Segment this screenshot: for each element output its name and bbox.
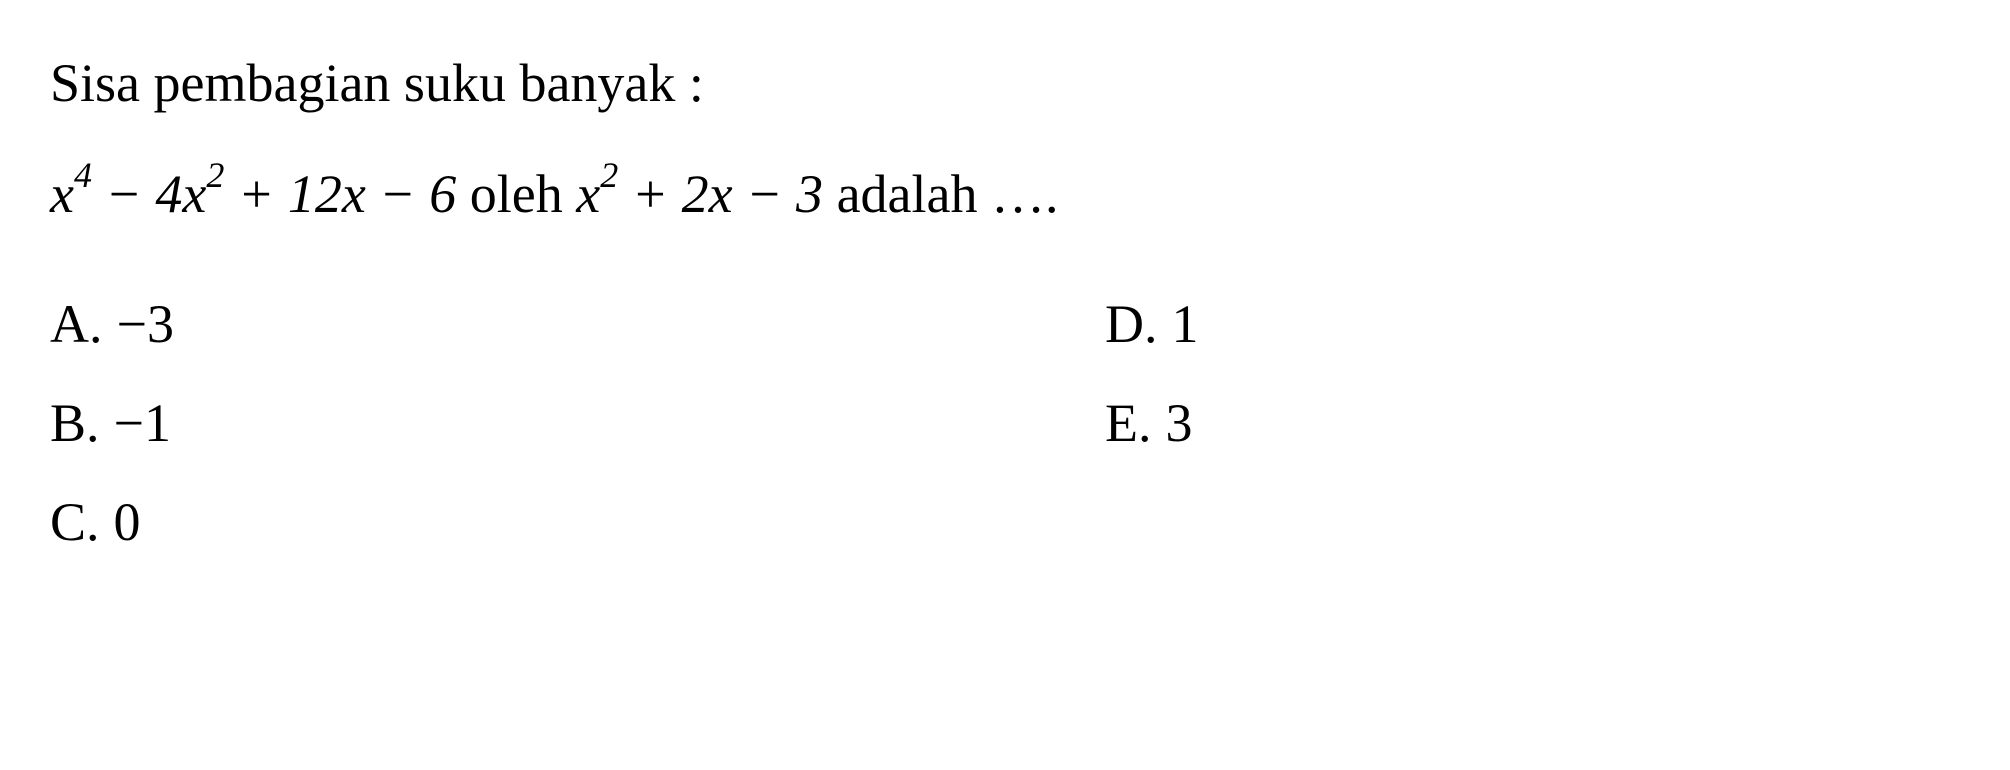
suffix: adalah …. xyxy=(823,164,1058,224)
option-label: D. xyxy=(1105,284,1158,365)
option-c[interactable]: C. 0 xyxy=(50,482,905,563)
options-container: A. −3 D. 1 B. −1 E. 3 C. 0 xyxy=(50,284,1960,563)
option-label: A. xyxy=(50,284,103,365)
poly2: x2 + 2x − 3 xyxy=(576,164,823,224)
option-value: 1 xyxy=(1172,284,1199,365)
conjunction: oleh xyxy=(456,164,576,224)
option-a[interactable]: A. −3 xyxy=(50,284,905,365)
option-label: E. xyxy=(1105,383,1152,464)
option-b[interactable]: B. −1 xyxy=(50,383,905,464)
option-label: C. xyxy=(50,482,100,563)
option-label: B. xyxy=(50,383,100,464)
question-container: Sisa pembagian suku banyak : x4 − 4x2 + … xyxy=(50,40,1960,563)
option-d[interactable]: D. 1 xyxy=(1105,284,1960,365)
option-e[interactable]: E. 3 xyxy=(1105,383,1960,464)
option-value: 0 xyxy=(114,482,141,563)
poly1: x4 − 4x2 + 12x − 6 xyxy=(50,164,456,224)
option-value: 3 xyxy=(1166,383,1193,464)
option-value: −3 xyxy=(117,284,174,365)
option-value: −1 xyxy=(114,383,171,464)
question-prompt: Sisa pembagian suku banyak : xyxy=(50,40,1960,126)
question-equation: x4 − 4x2 + 12x − 6 oleh x2 + 2x − 3 adal… xyxy=(50,146,1960,243)
